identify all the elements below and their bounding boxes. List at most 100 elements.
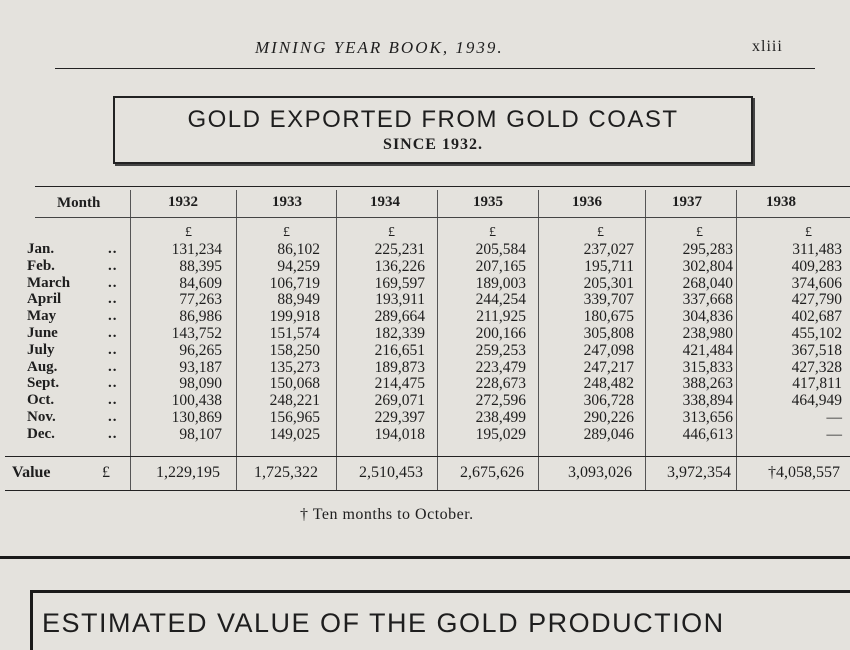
month-label: April bbox=[27, 291, 62, 308]
table-cell: 94,259 bbox=[277, 257, 320, 275]
table-cell: 151,574 bbox=[269, 325, 320, 342]
month-label: Aug. bbox=[27, 358, 58, 375]
table-cell: 238,980 bbox=[682, 325, 733, 342]
table-title: GOLD EXPORTED FROM GOLD COAST bbox=[187, 106, 679, 133]
table-cell: 229,397 bbox=[374, 409, 425, 426]
table-cell: — bbox=[826, 409, 843, 426]
table-cell: 143,752 bbox=[171, 325, 222, 342]
currency-symbol: £ bbox=[283, 225, 290, 240]
table-cell: 268,040 bbox=[682, 274, 733, 292]
table-cell: 374,606 bbox=[791, 274, 842, 292]
month-label: May bbox=[27, 308, 57, 325]
table-cell: 136,226 bbox=[374, 257, 425, 275]
year-column-header: 1936 bbox=[572, 194, 602, 210]
table-cell: 409,283 bbox=[791, 257, 842, 275]
table-cell: 259,253 bbox=[475, 341, 526, 359]
table-cell: 131,234 bbox=[171, 241, 222, 258]
header-rule bbox=[55, 68, 815, 69]
table-cell: 247,098 bbox=[583, 341, 634, 359]
table-cell: 289,664 bbox=[374, 308, 425, 326]
month-label: Sept. bbox=[27, 375, 60, 392]
table-cell: 427,790 bbox=[791, 291, 842, 309]
column-divider bbox=[645, 190, 646, 490]
table-cell: 88,395 bbox=[179, 257, 222, 275]
totals-bottom-rule bbox=[5, 490, 850, 491]
column-divider bbox=[437, 190, 438, 490]
currency-symbol: £ bbox=[489, 225, 496, 240]
table-cell: 306,728 bbox=[583, 392, 634, 410]
table-cell: 98,107 bbox=[179, 425, 222, 443]
leader-dots: .. bbox=[108, 392, 118, 409]
table-cell: 214,475 bbox=[374, 375, 425, 393]
leader-dots: .. bbox=[108, 325, 118, 341]
table-top-rule bbox=[35, 186, 850, 187]
year-total: 3,972,354 bbox=[667, 464, 731, 481]
table-cell: 427,328 bbox=[791, 358, 842, 376]
year-total: 1,725,322 bbox=[254, 464, 318, 481]
table-cell: — bbox=[826, 425, 843, 443]
totals-top-rule bbox=[5, 456, 850, 457]
table-cell: 237,027 bbox=[583, 241, 634, 258]
table-cell: 158,250 bbox=[269, 341, 320, 359]
value-row-label: Value bbox=[12, 464, 51, 481]
table-cell: 195,029 bbox=[475, 425, 526, 443]
table-cell: 272,596 bbox=[475, 392, 526, 410]
table-cell: 311,483 bbox=[792, 241, 842, 258]
table-cell: 402,687 bbox=[791, 308, 842, 326]
table-cell: 315,833 bbox=[682, 358, 733, 376]
leader-dots: .. bbox=[108, 375, 118, 392]
table-cell: 223,479 bbox=[475, 358, 526, 376]
currency-symbol: £ bbox=[597, 225, 604, 240]
value-currency-symbol: £ bbox=[102, 464, 110, 481]
gold-export-table: Month 1932 £1,229,195 1933 £1,725,322 1934 £2… bbox=[27, 190, 843, 490]
table-cell: 93,187 bbox=[179, 358, 222, 376]
year-total: 3,093,026 bbox=[568, 464, 632, 481]
table-cell: 207,165 bbox=[475, 257, 526, 275]
leader-dots: .. bbox=[108, 291, 118, 308]
table-cell: 189,873 bbox=[374, 358, 425, 376]
table-cell: 169,597 bbox=[374, 274, 425, 292]
month-column-header: Month bbox=[57, 195, 101, 211]
month-label: June bbox=[27, 325, 58, 341]
month-label: Feb. bbox=[27, 257, 55, 274]
table-cell: 195,711 bbox=[584, 257, 634, 275]
leader-dots: .. bbox=[108, 308, 118, 325]
table-cell: 86,986 bbox=[179, 308, 222, 326]
table-cell: 130,869 bbox=[171, 409, 222, 426]
table-cell: 248,221 bbox=[269, 392, 320, 410]
table-cell: 88,949 bbox=[277, 291, 320, 309]
year-column-header: 1938 bbox=[766, 194, 796, 210]
leader-dots: .. bbox=[108, 341, 118, 358]
section-divider-rule bbox=[0, 556, 850, 559]
table-cell: 289,046 bbox=[583, 425, 634, 443]
month-label: July bbox=[27, 341, 55, 358]
year-column-header: 1935 bbox=[473, 194, 503, 210]
column-divider bbox=[336, 190, 337, 490]
table-cell: 313,656 bbox=[682, 409, 733, 426]
table-cell: 150,068 bbox=[269, 375, 320, 393]
page-number: xliii bbox=[752, 38, 783, 55]
table-cell: 302,804 bbox=[682, 257, 733, 275]
column-divider bbox=[736, 190, 737, 490]
table-cell: 135,273 bbox=[269, 358, 320, 376]
table-cell: 205,584 bbox=[475, 241, 526, 258]
table-cell: 193,911 bbox=[375, 291, 425, 309]
table-cell: 269,071 bbox=[374, 392, 425, 410]
currency-symbol: £ bbox=[696, 225, 703, 240]
table-cell: 367,518 bbox=[791, 341, 842, 359]
currency-symbol: £ bbox=[805, 225, 812, 240]
column-divider bbox=[538, 190, 539, 490]
table-cell: 290,226 bbox=[583, 409, 634, 426]
leader-dots: .. bbox=[108, 409, 118, 425]
table-subtitle: SINCE 1932. bbox=[383, 136, 483, 153]
currency-symbol: £ bbox=[185, 225, 192, 240]
next-section-box bbox=[30, 590, 850, 650]
table-cell: 84,609 bbox=[179, 274, 222, 292]
table-cell: 86,102 bbox=[277, 241, 320, 258]
table-cell: 180,675 bbox=[583, 308, 634, 326]
table-cell: 244,254 bbox=[475, 291, 526, 309]
column-divider bbox=[130, 190, 131, 490]
month-label: Oct. bbox=[27, 392, 55, 409]
table-cell: 455,102 bbox=[791, 325, 842, 342]
month-label: March bbox=[27, 274, 71, 291]
